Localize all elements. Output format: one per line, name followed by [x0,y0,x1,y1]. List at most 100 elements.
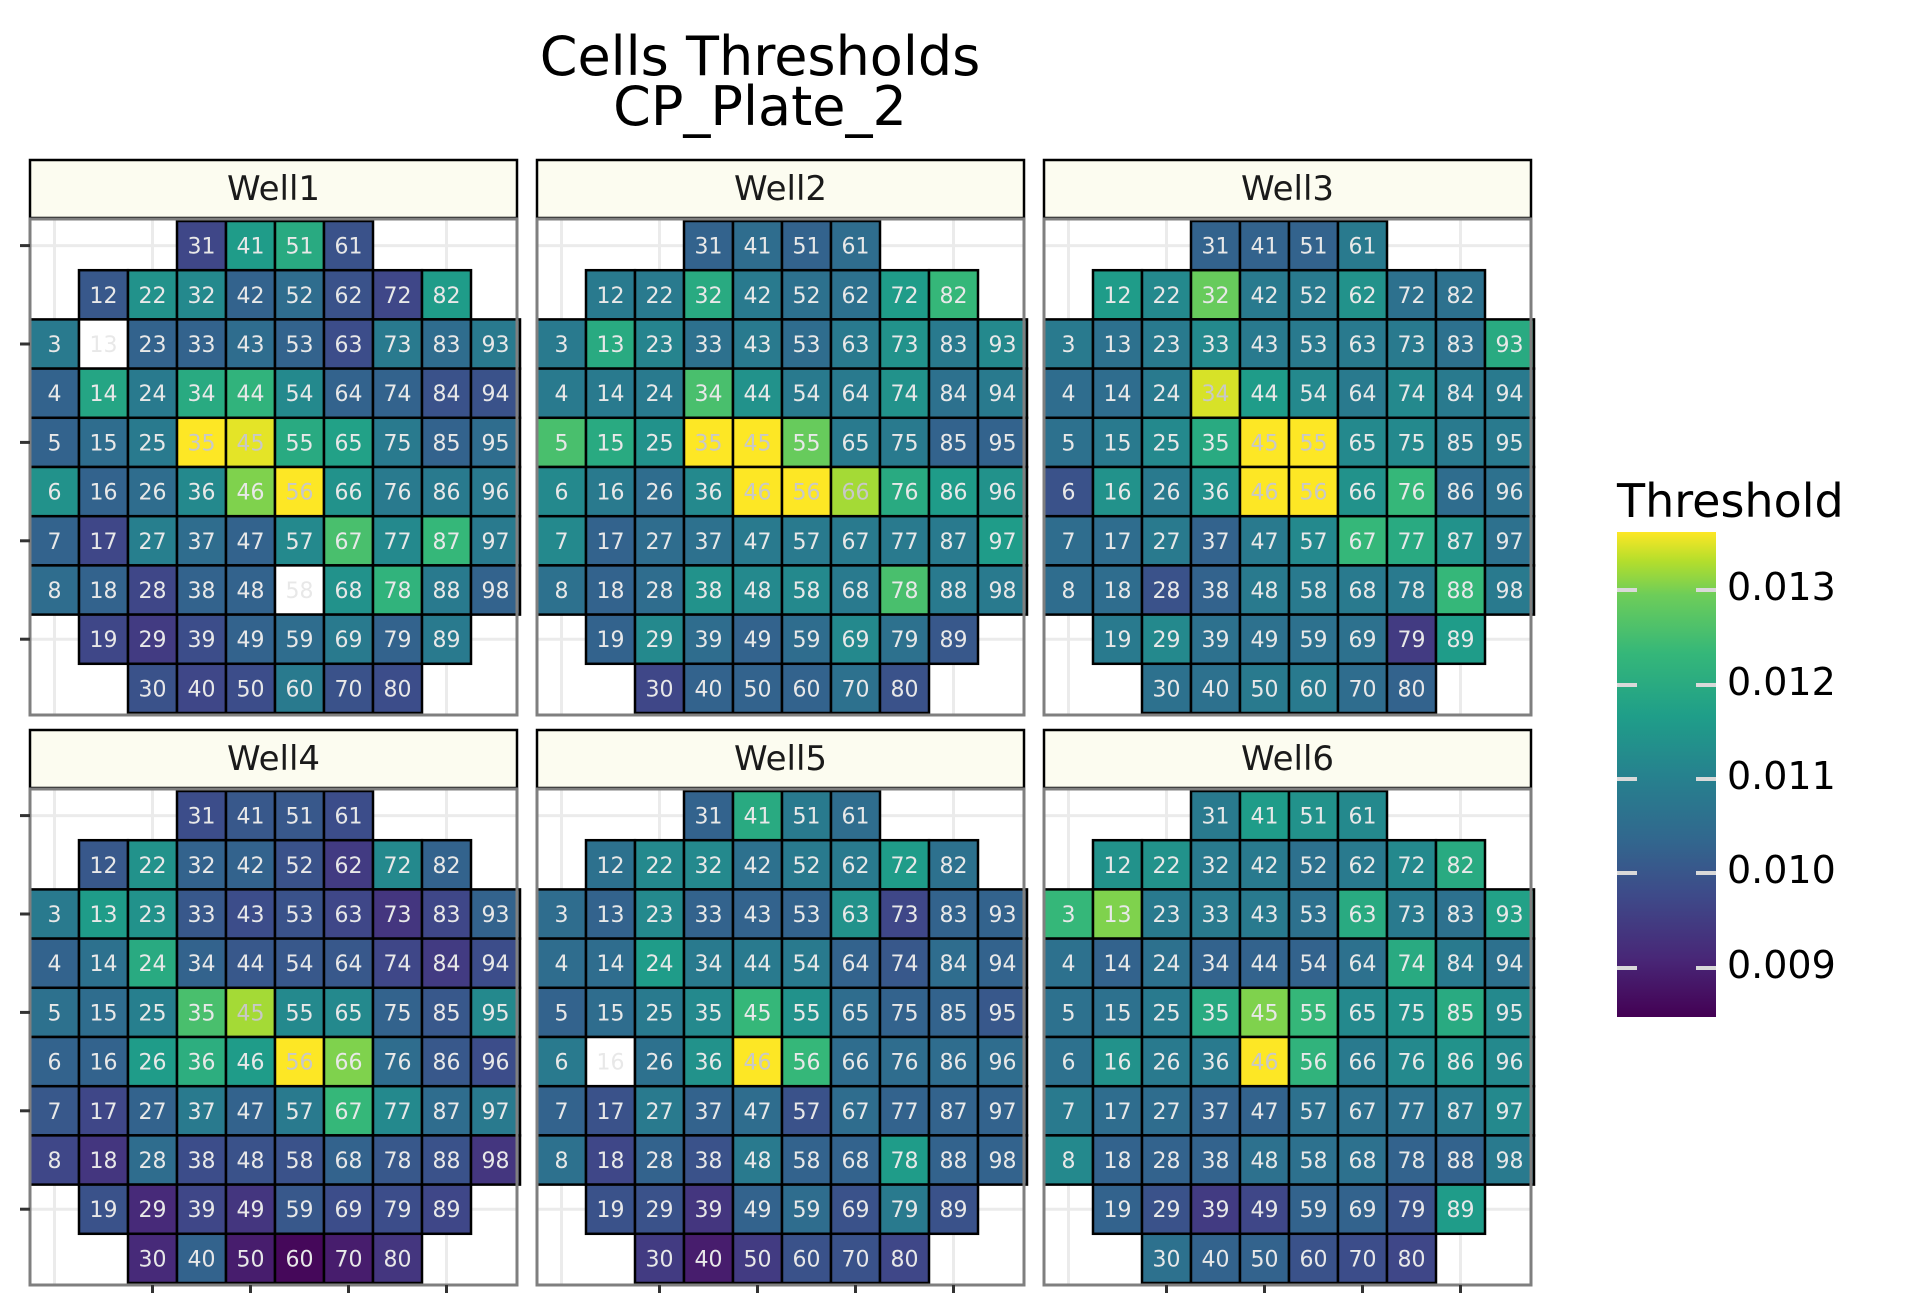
cell-label: 6 [555,1051,569,1076]
cell-label: 87 [940,530,968,555]
heatmap-cell [1238,888,1291,940]
cell-label: 82 [940,284,968,309]
cell-label: 13 [597,333,625,358]
cell-label: 30 [1153,1247,1181,1272]
cell-label: 30 [1153,677,1181,702]
cell-label: 50 [744,1247,772,1272]
legend-tick [1696,588,1716,592]
cell-label: 39 [188,628,216,653]
heatmap-cell [77,367,130,420]
cell-label: 72 [891,854,919,879]
cell-label: 55 [286,1001,314,1026]
cell-label: 79 [1398,1198,1426,1223]
cell-label: 18 [597,579,625,604]
cell-label: 5 [48,431,62,456]
cell-label: 17 [90,530,118,555]
heatmap-cell [1287,1183,1340,1236]
legend-label: 0.011 [1727,754,1836,798]
cell-label: 62 [842,854,870,879]
heatmap-cell [878,1232,931,1285]
cell-label: 86 [1447,1051,1475,1076]
cell-label: 79 [384,1198,412,1223]
cell-label: 54 [286,952,314,977]
cell-label: 33 [1202,333,1230,358]
heatmap-cell [420,1035,473,1088]
cell-label: 8 [48,1149,62,1174]
heatmap-cell [175,219,228,272]
cell-label: 79 [384,628,412,653]
panel-strip-label: Well6 [1241,739,1334,779]
cell-label: 38 [1202,579,1230,604]
cell-label: 87 [1447,1100,1475,1125]
heatmap-cell [633,937,686,990]
heatmap-cell [1189,986,1242,1039]
cell-label: 13 [1104,333,1132,358]
cell-label: 7 [555,530,569,555]
cell-label: 70 [842,677,870,702]
cell-label: 35 [695,431,723,456]
cell-label: 24 [646,952,674,977]
cell-label: 42 [237,284,265,309]
cell-label: 36 [1202,481,1230,506]
heatmap-cell [1483,564,1536,616]
cell-label: 63 [842,333,870,358]
heatmap-cell [976,564,1029,616]
cell-label: 24 [1153,382,1181,407]
cell-label: 22 [1153,854,1181,879]
heatmap-cell [633,416,686,469]
cell-label: 69 [1349,628,1377,653]
cell-label: 37 [188,1100,216,1125]
cell-label: 79 [1398,628,1426,653]
cell-label: 31 [188,235,216,260]
heatmap-cell [371,1084,424,1137]
cell-label: 95 [989,1001,1017,1026]
heatmap-cell [927,318,980,370]
cell-label: 14 [90,952,118,977]
legend-tick [1617,588,1637,592]
cell-label: 7 [1062,1100,1076,1125]
cell-label: 37 [695,530,723,555]
heatmap-cell [1336,564,1389,616]
heatmap-cell [273,465,326,518]
heatmap-cell [1189,1084,1242,1137]
heatmap-cell [976,937,1029,990]
cell-label: 73 [1398,903,1426,928]
heatmap-cell [1483,465,1536,518]
cell-label: 3 [1062,903,1076,928]
cell-label: 34 [188,382,216,407]
heatmap-cell [1140,367,1193,420]
heatmap-cell [1434,268,1487,321]
heatmap-cell [224,937,277,990]
cell-label: 55 [1300,1001,1328,1026]
cell-label: 96 [482,1051,510,1076]
heatmap-cell [469,465,522,518]
cell-label: 16 [597,481,625,506]
heatmap-cell [535,416,588,469]
panel-strip-label: Well3 [1241,169,1334,209]
cell-label: 88 [1447,579,1475,604]
heatmap-cell [126,986,179,1039]
cell-label: 54 [793,382,821,407]
cell-label: 30 [646,1247,674,1272]
cell-label: 4 [1062,952,1076,977]
cell-label: 12 [1104,284,1132,309]
heatmap-cell [420,838,473,891]
cell-label: 61 [1349,805,1377,830]
cell-label: 5 [48,1001,62,1026]
cell-label: 72 [1398,854,1426,879]
heatmap-cell [1091,1134,1144,1186]
cell-label: 55 [1300,431,1328,456]
panel-border [1042,217,1533,717]
cell-label: 63 [1349,333,1377,358]
cell-label: 49 [744,1198,772,1223]
cell-label: 23 [1153,333,1181,358]
heatmap-cell [1091,514,1144,567]
heatmap-cell [420,937,473,990]
heatmap-cell [1189,888,1242,940]
heatmap-cell [371,465,424,518]
cell-label: 95 [989,431,1017,456]
cell-label: 23 [646,333,674,358]
cell-label: 13 [90,333,118,358]
